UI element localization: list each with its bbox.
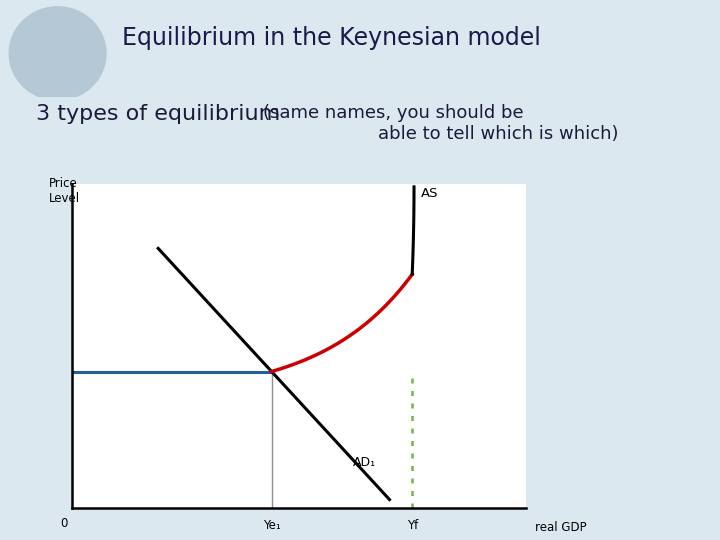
Text: AS: AS	[421, 187, 438, 200]
Text: AD₁: AD₁	[354, 456, 377, 469]
Text: Ye₁: Ye₁	[263, 519, 281, 532]
Text: Yf: Yf	[407, 519, 418, 532]
Text: Price
Level: Price Level	[49, 177, 81, 205]
Text: (same names, you should be
                    able to tell which is which): (same names, you should be able to tell …	[263, 104, 618, 143]
Text: 3 types of equilibrium: 3 types of equilibrium	[36, 104, 280, 124]
Text: real GDP: real GDP	[535, 521, 586, 534]
Circle shape	[9, 7, 106, 100]
Text: 0: 0	[60, 517, 68, 530]
Text: Equilibrium in the Keynesian model: Equilibrium in the Keynesian model	[122, 26, 541, 50]
